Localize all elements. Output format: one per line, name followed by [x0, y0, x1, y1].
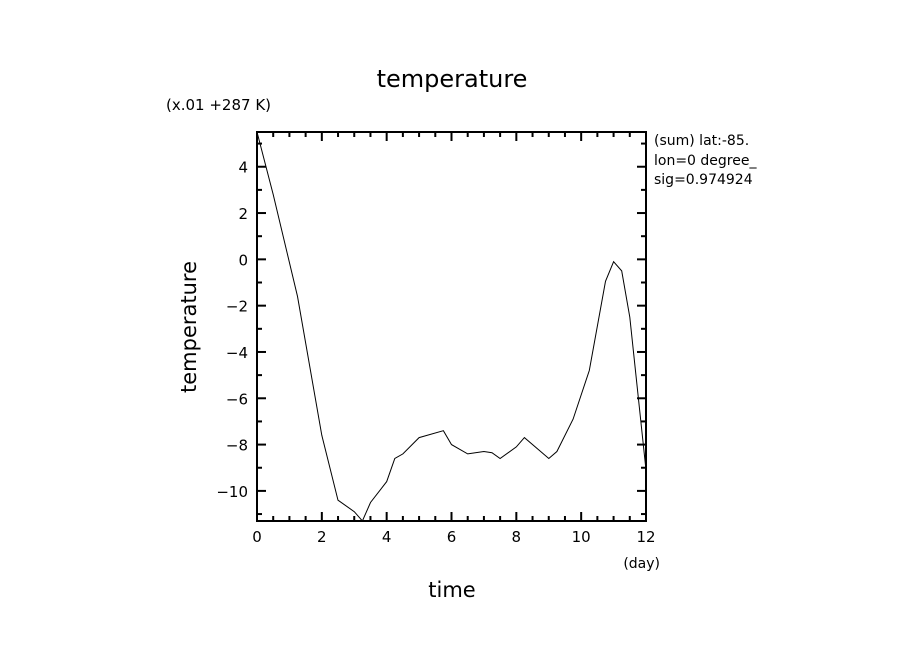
y-tick-label: −8: [226, 437, 248, 455]
y-tick-label: −10: [216, 483, 248, 501]
temperature-series-line: [256, 131, 647, 522]
info-line-3: sig=0.974924: [654, 172, 753, 188]
y-tick-label: −4: [226, 344, 248, 362]
y-tick-label: 4: [238, 159, 248, 177]
y-tick-label: −2: [226, 298, 248, 316]
x-axis-label: time: [428, 578, 475, 602]
chart-title: temperature: [377, 65, 528, 93]
scale-note: (x.01 +287 K): [166, 96, 271, 114]
x-tick-label: 0: [252, 528, 262, 546]
y-tick-label: 0: [238, 251, 248, 269]
info-line-1: (sum) lat:-85.: [654, 133, 749, 149]
y-axis-label: temperature: [177, 261, 201, 393]
x-tick-label: 12: [636, 528, 655, 546]
x-tick-label: 8: [512, 528, 522, 546]
x-tick-label: 4: [382, 528, 392, 546]
x-tick-label: 2: [317, 528, 327, 546]
plot-frame: [256, 131, 647, 522]
y-tick-label: 2: [238, 205, 248, 223]
x-unit-label: (day): [623, 556, 660, 572]
y-tick-labels: 4 2 0 −2 −4 −6 −8 −10: [216, 159, 248, 501]
y-tick-label: −6: [226, 390, 248, 408]
x-tick-labels: 0 2 4 6 8 10 12: [252, 528, 655, 546]
x-tick-label: 6: [447, 528, 457, 546]
info-line-2: lon=0 degree_: [654, 153, 757, 169]
x-tick-label: 10: [572, 528, 591, 546]
